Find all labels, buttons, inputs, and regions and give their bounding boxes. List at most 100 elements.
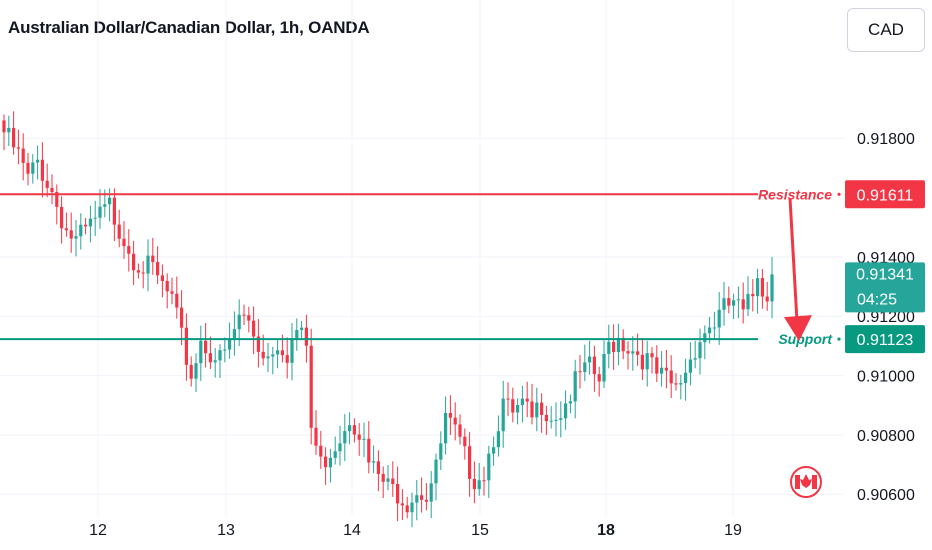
- y-tick-label: 0.90800: [857, 428, 915, 445]
- grid: [0, 0, 843, 515]
- candle: [712, 311, 716, 339]
- y-tick-label: 0.90600: [857, 487, 915, 504]
- candle: [472, 461, 476, 504]
- candle: [156, 246, 160, 284]
- candle: [160, 264, 164, 298]
- x-tick-label: 18: [597, 522, 615, 539]
- candle: [266, 342, 270, 373]
- candle: [242, 304, 246, 325]
- candle: [328, 448, 332, 483]
- candle: [170, 277, 174, 305]
- candle: [736, 286, 740, 319]
- candle: [650, 347, 654, 374]
- candle: [184, 313, 188, 381]
- candle: [141, 261, 145, 289]
- candle: [376, 450, 380, 492]
- candle: [223, 337, 227, 363]
- candle: [679, 374, 683, 400]
- candle: [573, 359, 577, 419]
- candle: [362, 422, 366, 458]
- candle: [16, 129, 20, 165]
- candle: [760, 269, 764, 309]
- candle: [429, 471, 433, 519]
- candle: [640, 338, 644, 380]
- candle: [180, 290, 184, 346]
- support-price-text: 0.91123: [857, 332, 914, 349]
- candle: [549, 406, 553, 429]
- candle: [487, 445, 491, 498]
- candle: [2, 114, 6, 151]
- support-price-tag: [845, 325, 925, 354]
- candle: [405, 496, 409, 519]
- candle: [208, 336, 212, 369]
- candle: [463, 428, 467, 460]
- candle: [602, 340, 606, 388]
- candle: [348, 412, 352, 445]
- candle: [199, 325, 203, 381]
- levels: Resistance 0.91611 Support 0.91123: [0, 180, 925, 354]
- candle: [256, 319, 260, 368]
- candle: [285, 337, 289, 379]
- candle: [69, 212, 73, 253]
- candle: [367, 421, 371, 474]
- candle: [578, 355, 582, 389]
- candle: [112, 188, 116, 241]
- candle: [309, 328, 313, 445]
- candle: [616, 323, 620, 366]
- resistance-price-text: 0.91611: [857, 187, 914, 204]
- candle: [626, 341, 630, 370]
- candle: [88, 205, 92, 243]
- candle: [511, 387, 515, 423]
- candle: [674, 373, 678, 391]
- candle: [357, 423, 361, 456]
- candle: [468, 432, 472, 497]
- candle: [607, 324, 611, 369]
- candle: [338, 425, 342, 466]
- candle: [444, 396, 448, 455]
- candle: [770, 256, 774, 319]
- arrow-head: [784, 315, 812, 342]
- candle: [232, 311, 236, 356]
- x-tick-label: 19: [724, 522, 742, 539]
- candle: [60, 196, 64, 244]
- candle: [45, 163, 49, 198]
- candle: [386, 465, 390, 491]
- candle: [7, 115, 11, 147]
- candle: [12, 111, 16, 155]
- candle: [564, 390, 568, 430]
- x-tick-label: 12: [89, 522, 107, 539]
- candle: [151, 237, 155, 275]
- candle: [448, 395, 452, 436]
- candle: [732, 293, 736, 320]
- x-axis: 12 13 14 15 18 19: [89, 522, 742, 539]
- candle: [631, 336, 635, 371]
- candle: [271, 346, 275, 375]
- candle: [40, 142, 44, 198]
- candle: [276, 339, 280, 369]
- candle: [698, 328, 702, 375]
- candle: [496, 415, 500, 457]
- candle: [55, 184, 59, 225]
- candle: [228, 322, 232, 359]
- candle: [117, 209, 121, 248]
- currency-button[interactable]: CAD: [847, 8, 925, 52]
- candle: [410, 492, 414, 528]
- candle: [516, 398, 520, 425]
- candle: [506, 382, 510, 417]
- candle: [50, 174, 54, 205]
- candle: [688, 342, 692, 386]
- candle: [583, 344, 587, 382]
- x-tick-label: 14: [343, 522, 361, 539]
- candle: [343, 414, 347, 462]
- annotations: 0.91341 04:25: [784, 198, 925, 498]
- candle: [189, 356, 193, 387]
- resistance-label: Resistance: [758, 186, 832, 202]
- candles: [2, 111, 774, 528]
- candle: [621, 329, 625, 360]
- candle: [588, 340, 592, 375]
- candle: [424, 483, 428, 511]
- candle: [669, 355, 673, 399]
- countdown-text: 04:25: [857, 291, 897, 308]
- candle: [520, 385, 524, 423]
